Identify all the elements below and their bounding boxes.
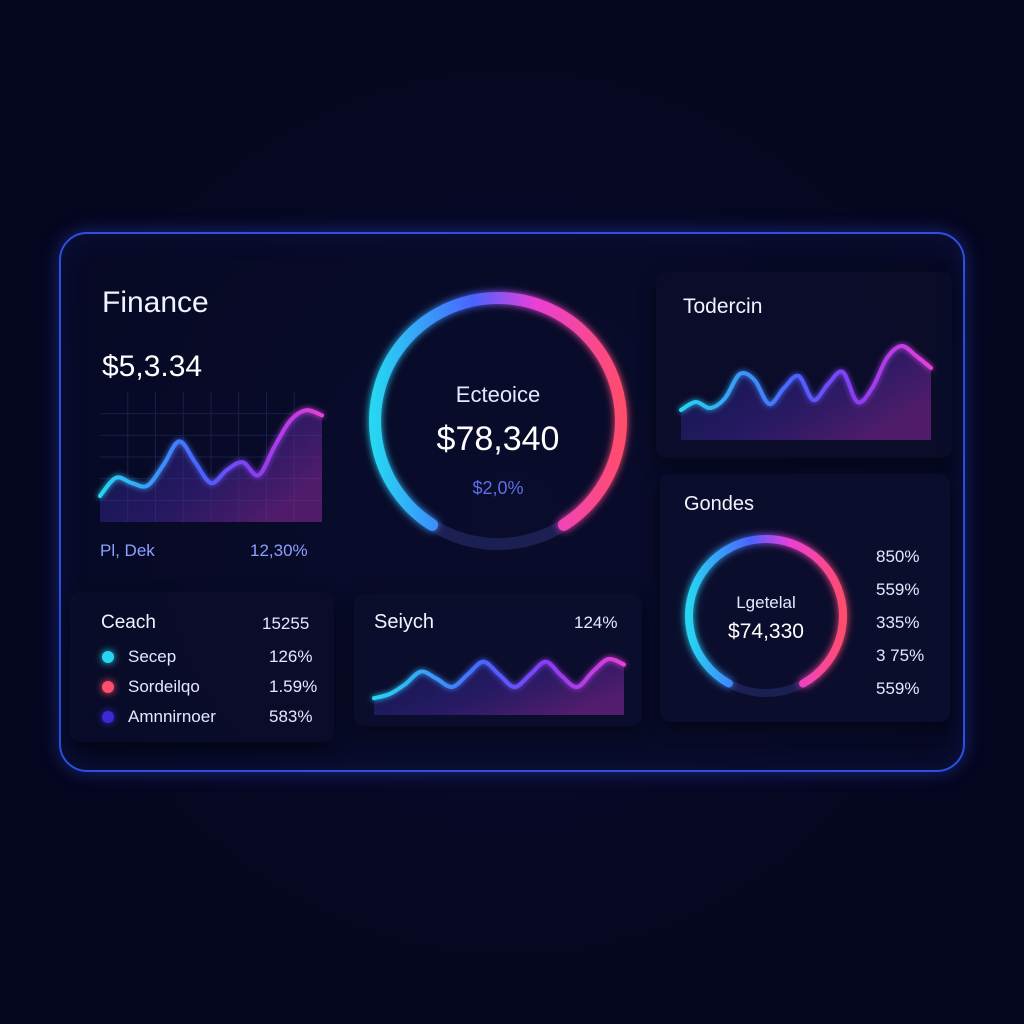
area-fill — [100, 410, 322, 522]
gauge-arc — [369, 292, 627, 531]
todercin-title: Todercin — [683, 295, 763, 318]
gondes-stat: 559% — [876, 679, 920, 698]
list-item-label: Amnnirnoer — [128, 707, 216, 726]
ceach-card[interactable] — [70, 592, 334, 742]
list-item-value: 1.59% — [269, 677, 318, 696]
center-gauge — [369, 292, 627, 550]
todercin-chart — [679, 344, 933, 440]
finance-value: $5,3.34 — [102, 350, 203, 383]
list-item-value: 583% — [269, 707, 313, 726]
center-gauge-label: Ecteoice — [455, 382, 541, 407]
seiych-chart — [372, 656, 626, 715]
gondes-title: Gondes — [684, 493, 755, 515]
center-gauge-sub: $2,0% — [472, 478, 524, 498]
gondes-stat: 850% — [876, 547, 920, 566]
ceach-title: Ceach — [101, 612, 156, 633]
seiych-value: 124% — [574, 613, 618, 632]
ceach-title-value: 15255 — [262, 614, 310, 633]
gauge-arc — [685, 535, 847, 688]
list-item-dot — [102, 681, 114, 693]
center-gauge-value: $78,340 — [436, 420, 560, 458]
finance-footer-label: Pl, Dek — [100, 541, 155, 560]
gondes-gauge — [685, 535, 847, 697]
series-line — [372, 656, 626, 701]
gondes-stat: 3 75% — [876, 646, 925, 665]
seiych-title: Seiych — [374, 611, 435, 633]
area-fill — [681, 345, 931, 440]
finance-chart — [98, 392, 324, 522]
list-item-value: 126% — [269, 647, 313, 666]
gondes-gauge-label: Lgetelal — [736, 593, 796, 612]
list-item-dot — [102, 711, 114, 723]
finance-title: Finance — [102, 286, 209, 319]
gondes-stat: 559% — [876, 580, 920, 599]
list-item-label: Secep — [128, 647, 177, 666]
list-item-dot — [102, 651, 114, 663]
series-line — [98, 408, 324, 498]
list-item-label: Sordeilqo — [128, 677, 200, 696]
area-fill — [374, 658, 624, 715]
finance-footer-value: 12,30% — [250, 541, 308, 560]
gondes-stat: 335% — [876, 613, 920, 632]
series-line — [679, 344, 933, 412]
gondes-gauge-value: $74,330 — [728, 620, 804, 643]
